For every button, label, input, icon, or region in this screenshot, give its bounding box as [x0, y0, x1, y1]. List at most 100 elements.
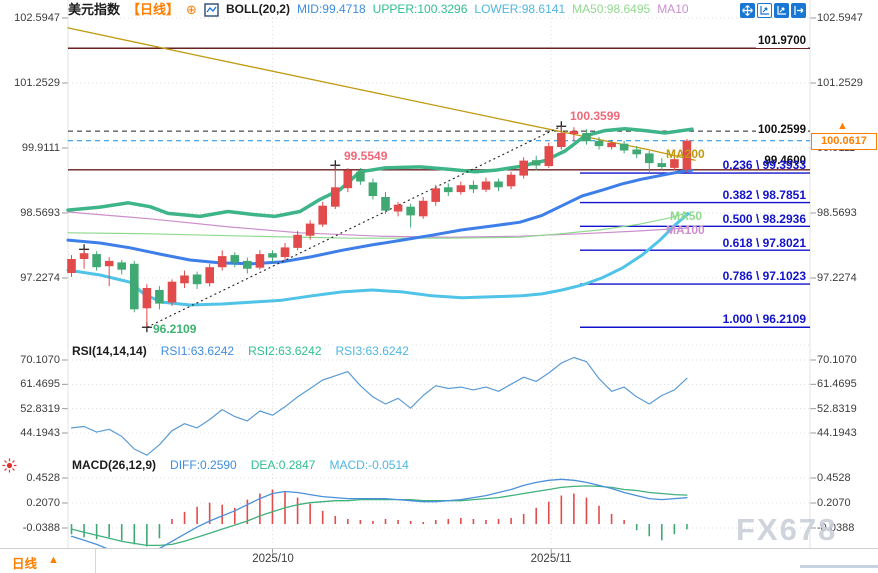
axis-label: 97.2274 — [817, 272, 857, 284]
axis-label: 44.1943 — [20, 427, 60, 439]
support-level-label: 99.4600 — [762, 155, 808, 168]
candle-body — [456, 185, 466, 193]
candle-body — [79, 253, 89, 259]
candle-body — [506, 174, 516, 187]
boll-lower-line — [66, 212, 690, 307]
candle-body — [192, 274, 202, 285]
swing-low-label: 96.2109 — [153, 322, 197, 336]
candle-body — [481, 181, 491, 190]
candle-body — [356, 171, 365, 182]
add-indicator-icon[interactable]: ⊕ — [186, 2, 197, 17]
candle-body — [217, 256, 227, 268]
watermark: FX678 — [736, 512, 838, 547]
time-axis-bar: 日线 ▲ — [0, 548, 878, 573]
axis-label: 99.9111 — [21, 142, 60, 154]
axis-label: 52.8319 — [20, 403, 60, 415]
time-scrollbar[interactable] — [800, 565, 878, 568]
axis-label: 44.1943 — [817, 427, 857, 439]
candle-body — [155, 290, 164, 304]
axis-scale-icon[interactable] — [757, 3, 772, 18]
candle-body — [205, 267, 214, 284]
candle-body — [406, 206, 415, 216]
boll-mid-value: MID:99.4718 — [296, 2, 366, 17]
candle-body — [305, 223, 315, 236]
dea-line — [70, 485, 688, 547]
candle-body — [682, 140, 692, 170]
candle-body — [418, 200, 428, 217]
candle-body — [67, 259, 76, 273]
candle-body — [280, 247, 290, 258]
axis-label: 0.4528 — [817, 472, 851, 484]
candle-body — [619, 143, 629, 151]
pan-to-latest-icon[interactable] — [791, 3, 806, 18]
axis-label: 101.2529 — [817, 77, 863, 89]
candle-body — [130, 263, 139, 310]
candle-body — [255, 254, 265, 268]
candle-body — [544, 146, 554, 166]
chart-toolbar — [740, 3, 806, 18]
candle-body — [557, 133, 566, 147]
candle-body — [494, 181, 503, 188]
fib-level-label: 0.786 \ 97.1023 — [722, 269, 806, 283]
period-selector-arrow-icon[interactable]: ▲ — [48, 554, 59, 566]
candle-body — [368, 182, 378, 196]
boll-label[interactable]: BOLL(20,2) — [225, 2, 290, 17]
candle-body — [318, 205, 327, 225]
candle-body — [594, 140, 604, 147]
period-selector-label[interactable]: 日线 — [12, 557, 38, 571]
candle-body — [343, 170, 353, 189]
axis-label: 98.5693 — [20, 207, 60, 219]
footer-mask — [0, 548, 878, 573]
chart-type-icon[interactable] — [203, 2, 219, 17]
boll-mid-line — [66, 168, 694, 266]
dea-value: DEA:0.2847 — [250, 458, 316, 472]
axis-label: 0.4528 — [26, 472, 60, 484]
candle-body — [381, 197, 390, 211]
candle-body — [331, 187, 340, 207]
ma50-line — [67, 211, 689, 239]
candle-body — [531, 160, 541, 166]
axis-label: -0.0388 — [22, 522, 60, 534]
axis-scale-active-icon[interactable] — [774, 3, 789, 18]
candle-body — [632, 149, 641, 155]
ma200-line — [67, 27, 696, 161]
axis-label: 70.1070 — [20, 354, 60, 366]
boll-upper-line — [66, 126, 694, 219]
macd-title[interactable]: MACD(26,12,9) — [72, 458, 157, 472]
period-selector[interactable]: 日线 ▲ — [0, 549, 96, 573]
rsi3-value: RSI3:63.6242 — [335, 344, 409, 358]
candle-body — [180, 275, 189, 284]
candle-body — [519, 160, 528, 176]
alert-icon[interactable] — [2, 458, 17, 478]
candle-body — [230, 255, 240, 263]
axis-label: 0.2070 — [817, 497, 851, 509]
candle-body — [142, 288, 152, 309]
fib-level-label: 0.382 \ 98.7851 — [722, 188, 806, 202]
ma200-label: MA200 — [666, 147, 705, 161]
swing-high-label: 99.5549 — [344, 149, 388, 163]
axis-label: 97.2274 — [20, 272, 60, 284]
period-tag[interactable]: 【日线】 — [127, 2, 180, 17]
axis-label: 70.1070 — [817, 354, 857, 366]
date-tick-label: 2025/10 — [252, 553, 294, 565]
candle-body — [243, 260, 252, 269]
axis-label: 61.4695 — [817, 378, 857, 390]
axis-label: 102.5947 — [817, 12, 863, 24]
symbol-title: 美元指数 — [68, 2, 121, 17]
candle-body — [469, 184, 478, 190]
rsi-header: RSI(14,14,14) RSI1:63.6242 RSI2:63.6242 … — [72, 344, 409, 358]
axis-label: 98.5693 — [817, 207, 857, 219]
candle-body — [444, 187, 453, 193]
candle-body — [104, 260, 114, 267]
boll-upper-value: UPPER:100.3296 — [372, 2, 468, 17]
rsi-title[interactable]: RSI(14,14,14) — [72, 344, 147, 358]
boll-lower-value: LOWER:98.6141 — [474, 2, 566, 17]
candle-body — [657, 163, 667, 167]
ma50-value: MA50:98.6495 — [572, 2, 651, 17]
macd-header: MACD(26,12,9) DIFF:0.2590 DEA:0.2847 MAC… — [72, 458, 409, 472]
fib-level-label: 0.500 \ 98.2936 — [722, 212, 806, 226]
candle-body — [645, 153, 654, 164]
move-tool-icon[interactable] — [740, 3, 755, 18]
